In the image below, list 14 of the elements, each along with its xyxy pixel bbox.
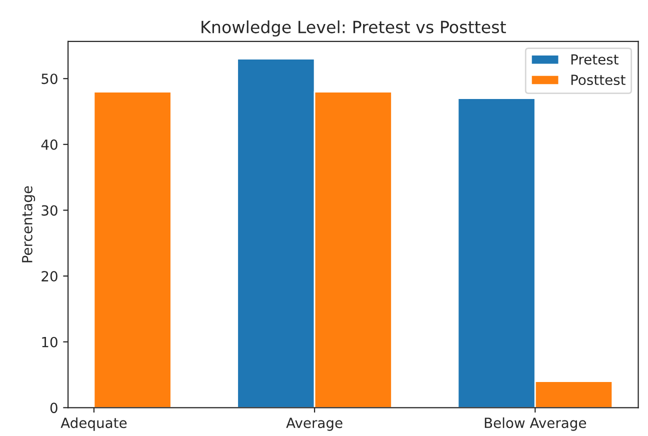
y-axis-title: Percentage bbox=[22, 186, 36, 262]
bar bbox=[93, 91, 172, 408]
legend-label: Posttest bbox=[571, 74, 626, 86]
y-tick-label: 30 bbox=[42, 205, 58, 216]
x-tick-label: Adequate bbox=[60, 417, 127, 431]
x-tick-label: Below Average bbox=[484, 417, 586, 431]
y-tick-label: 50 bbox=[42, 74, 58, 84]
y-tick-label: 40 bbox=[41, 139, 58, 150]
y-tick-label: 10 bbox=[42, 336, 58, 348]
x-tick-label: Average bbox=[286, 418, 342, 431]
chart-title: Knowledge Level: Pretest vs Posttest bbox=[202, 20, 506, 37]
y-tick-label: 20 bbox=[42, 271, 58, 282]
legend-label: Pretest bbox=[571, 54, 618, 65]
y-tick-label: 0 bbox=[50, 402, 58, 414]
